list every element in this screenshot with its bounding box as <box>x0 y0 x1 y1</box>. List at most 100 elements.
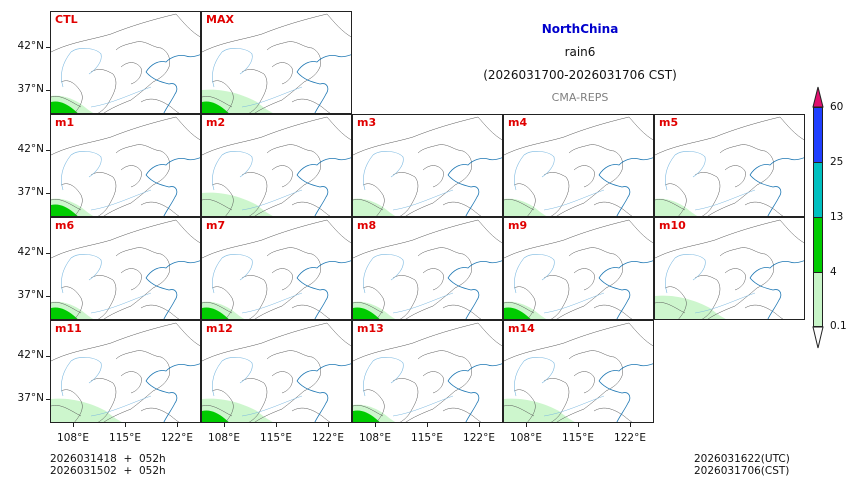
y-tick-mark <box>46 296 50 297</box>
map-panel-m6: m6 <box>50 217 201 320</box>
colorbar-segment-0.1-4 <box>813 272 823 327</box>
map-basemap <box>51 13 200 113</box>
init-line-2: 2026031502 + 052h <box>50 465 166 477</box>
map-basemap <box>504 219 653 319</box>
colorbar-label-60: 60 <box>830 101 844 113</box>
x-tick-label: 122°E <box>614 432 646 444</box>
map-panel-m2: m2 <box>201 114 352 217</box>
x-tick-label: 122°E <box>161 432 193 444</box>
colorbar-segment-25-60 <box>813 107 823 162</box>
map-basemap <box>202 219 351 319</box>
x-tick-mark <box>526 423 527 427</box>
x-tick-mark <box>328 423 329 427</box>
map-panel-m7: m7 <box>201 217 352 320</box>
map-basemap <box>655 116 804 216</box>
map-basemap <box>353 219 502 319</box>
colorbar-top-arrow <box>812 86 824 108</box>
map-panel-m13: m13 <box>352 320 503 423</box>
panel-label: m8 <box>357 219 377 232</box>
map-panel-m1: m1 <box>50 114 201 217</box>
x-tick-label: 115°E <box>411 432 443 444</box>
map-panel-m12: m12 <box>201 320 352 423</box>
panel-label: m7 <box>206 219 226 232</box>
panel-label: CTL <box>55 13 78 26</box>
region-title: NorthChina <box>541 22 619 36</box>
x-tick-label: 122°E <box>463 432 495 444</box>
map-panel-m10: m10 <box>654 217 805 320</box>
map-panel-ctl: CTL <box>50 11 201 114</box>
x-tick-mark <box>375 423 376 427</box>
x-tick-label: 108°E <box>57 432 89 444</box>
colorbar-segment-13-25 <box>813 162 823 217</box>
panel-label: m5 <box>659 116 679 129</box>
panel-label: m6 <box>55 219 75 232</box>
panel-label: m14 <box>508 322 535 335</box>
panel-label: m13 <box>357 322 384 335</box>
y-tick-label: 37°N <box>17 83 44 95</box>
panel-label: m3 <box>357 116 377 129</box>
x-tick-mark <box>578 423 579 427</box>
panel-label: m1 <box>55 116 75 129</box>
x-tick-mark <box>427 423 428 427</box>
variable-title: rain6 <box>564 45 596 59</box>
x-tick-mark <box>73 423 74 427</box>
x-tick-label: 108°E <box>208 432 240 444</box>
colorbar-label-25: 25 <box>830 156 844 168</box>
x-tick-label: 108°E <box>510 432 542 444</box>
init-line-1: 2026031418 + 052h <box>50 453 166 465</box>
valid-cst: 2026031706(CST) <box>694 465 790 477</box>
y-tick-mark <box>46 356 50 357</box>
map-panel-m8: m8 <box>352 217 503 320</box>
y-tick-mark <box>46 47 50 48</box>
period-title: (2026031700-2026031706 CST) <box>483 68 677 82</box>
colorbar-segment-4-13 <box>813 217 823 272</box>
map-basemap <box>655 219 804 319</box>
map-basemap <box>51 219 200 319</box>
colorbar-label-13: 13 <box>830 211 844 223</box>
map-basemap <box>504 116 653 216</box>
y-tick-mark <box>46 253 50 254</box>
map-panel-m4: m4 <box>503 114 654 217</box>
y-tick-mark <box>46 193 50 194</box>
y-tick-label: 42°N <box>17 246 44 258</box>
panel-label: MAX <box>206 13 234 26</box>
map-basemap <box>202 322 351 422</box>
x-tick-label: 108°E <box>359 432 391 444</box>
panel-label: m2 <box>206 116 226 129</box>
x-tick-mark <box>177 423 178 427</box>
map-panel-m3: m3 <box>352 114 503 217</box>
x-tick-mark <box>479 423 480 427</box>
map-basemap <box>202 116 351 216</box>
x-tick-label: 115°E <box>562 432 594 444</box>
y-tick-label: 42°N <box>17 349 44 361</box>
map-panel-max: MAX <box>201 11 352 114</box>
y-tick-mark <box>46 399 50 400</box>
panel-label: m12 <box>206 322 233 335</box>
x-tick-mark <box>276 423 277 427</box>
map-panel-m9: m9 <box>503 217 654 320</box>
x-tick-mark <box>125 423 126 427</box>
panel-label: m4 <box>508 116 528 129</box>
map-basemap <box>51 116 200 216</box>
valid-utc: 2026031622(UTC) <box>694 453 790 465</box>
panel-label: m9 <box>508 219 528 232</box>
y-tick-label: 37°N <box>17 392 44 404</box>
map-basemap <box>353 116 502 216</box>
x-tick-mark <box>224 423 225 427</box>
colorbar-label-0.1: 0.1 <box>830 320 847 332</box>
x-tick-label: 115°E <box>109 432 141 444</box>
map-panel-m5: m5 <box>654 114 805 217</box>
map-basemap <box>353 322 502 422</box>
map-panel-m14: m14 <box>503 320 654 423</box>
y-tick-label: 37°N <box>17 186 44 198</box>
model-title: CMA-REPS <box>551 91 609 104</box>
y-tick-label: 42°N <box>17 40 44 52</box>
map-basemap <box>51 322 200 422</box>
colorbar-label-4: 4 <box>830 266 837 278</box>
x-tick-label: 115°E <box>260 432 292 444</box>
panel-label: m10 <box>659 219 686 232</box>
map-basemap <box>202 13 351 113</box>
valid-time-info: 2026031622(UTC) 2026031706(CST) <box>694 453 790 477</box>
x-tick-label: 122°E <box>312 432 344 444</box>
y-tick-label: 42°N <box>17 143 44 155</box>
